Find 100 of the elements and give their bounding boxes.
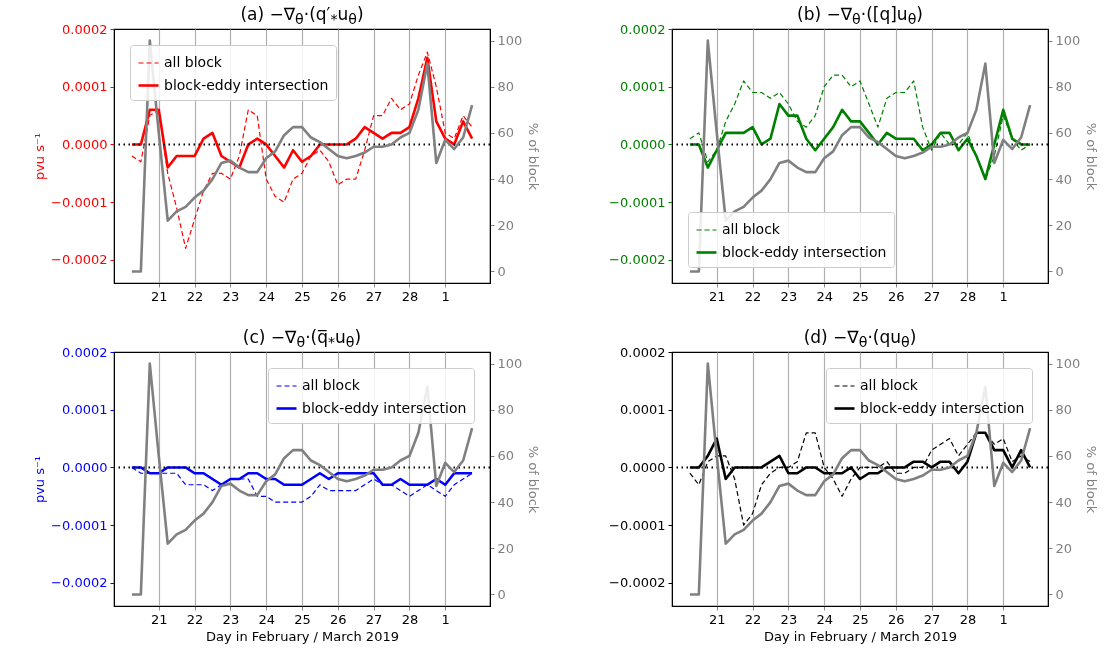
y-tick-label: −0.0001 (609, 194, 666, 210)
legend-label: all block (722, 221, 781, 237)
y-tick-label: 0.0001 (620, 402, 666, 418)
y-tick-label: −0.0001 (51, 517, 108, 533)
x-tick-label: 23 (222, 288, 240, 304)
line-series (688, 39, 1032, 273)
x-tick-label: 1 (999, 611, 1008, 627)
x-tick-label: 23 (780, 288, 798, 304)
y2-tick-label: 100 (1055, 356, 1081, 372)
x-axis-title: Day in February / March 2019 (206, 628, 399, 644)
y2-tick-label: 0 (1055, 586, 1064, 602)
x-tick-label: 22 (186, 611, 204, 627)
y2-tick-label: 60 (497, 448, 515, 464)
x-tick-label: 21 (150, 288, 168, 304)
y2-tick-label: 80 (497, 402, 515, 418)
line-series (131, 51, 473, 249)
x-tick-label: 21 (708, 611, 726, 627)
y-tick-label: 0.0000 (620, 459, 666, 475)
x-tick-label: 28 (959, 611, 977, 627)
x-tick-label: 1 (999, 288, 1008, 304)
legend-label: block-eddy intersection (722, 243, 887, 260)
legend-label: all block (164, 54, 223, 70)
y-tick-label: −0.0001 (609, 517, 666, 533)
y2-tick-label: 20 (497, 540, 515, 556)
chart-title: (c) −∇$_{θ}$·(q̅$_{*}$u$_{θ}$) (241, 327, 363, 351)
chart-title: (a) −∇$_{θ}$·(q′$_{*}$u$_{θ}$) (239, 4, 365, 28)
x-tick-label: 28 (959, 288, 977, 304)
x-tick-label: 24 (258, 288, 275, 304)
x-tick-label: 24 (816, 288, 833, 304)
x-tick-label: 25 (294, 288, 311, 304)
x-tick-label: 21 (708, 288, 726, 304)
x-tick-label: 28 (401, 288, 419, 304)
x-tick-label: 1 (441, 288, 450, 304)
y2-tick-label: 60 (1055, 125, 1073, 141)
x-tick-label: 24 (258, 611, 275, 627)
x-tick-label: 25 (294, 611, 311, 627)
y-tick-label: 0.0000 (620, 136, 666, 152)
y2-tick-label: 80 (497, 79, 515, 95)
y-tick-label: 0.0002 (62, 344, 108, 360)
legend-label: block-eddy intersection (302, 399, 467, 416)
y2-tick-label: 100 (1055, 33, 1081, 49)
y2-axis-title: % of block (526, 445, 542, 514)
y2-tick-label: 40 (1055, 171, 1073, 187)
y-tick-label: 0.0001 (62, 79, 108, 95)
y2-tick-label: 80 (1055, 402, 1073, 418)
x-axis-title: Day in February / March 2019 (764, 628, 957, 644)
legend-label: all block (302, 377, 361, 393)
legend-label: block-eddy intersection (164, 76, 329, 93)
x-tick-label: 24 (816, 611, 833, 627)
x-tick-label: 1 (441, 611, 450, 627)
y2-tick-label: 0 (497, 586, 506, 602)
y2-tick-label: 100 (497, 356, 523, 372)
x-tick-label: 26 (888, 611, 905, 627)
y-axis-title: pvu s⁻¹ (32, 132, 48, 181)
y2-tick-label: 40 (1055, 494, 1073, 510)
y2-axis-title: % of block (1084, 445, 1100, 514)
y2-tick-label: 60 (497, 125, 515, 141)
x-tick-label: 26 (330, 288, 347, 304)
y2-tick-label: 40 (497, 494, 515, 510)
y2-axis-title: % of block (526, 122, 542, 191)
legend-label: block-eddy intersection (860, 399, 1025, 416)
y2-tick-label: 60 (1055, 448, 1073, 464)
x-tick-label: 22 (186, 288, 204, 304)
x-tick-label: 27 (923, 611, 941, 627)
y-tick-label: −0.0002 (51, 575, 108, 591)
x-tick-label: 26 (330, 611, 347, 627)
y-tick-label: 0.0002 (620, 344, 666, 360)
y-tick-label: 0.0001 (620, 79, 666, 95)
y2-tick-label: 80 (1055, 79, 1073, 95)
legend-label: all block (860, 377, 919, 393)
x-tick-label: 22 (744, 288, 762, 304)
y2-tick-label: 0 (1055, 263, 1064, 279)
y-tick-label: −0.0002 (609, 575, 666, 591)
y-tick-label: 0.0000 (62, 136, 108, 152)
y-tick-label: 0.0002 (62, 21, 108, 37)
y-axis-title: pvu s⁻¹ (32, 455, 48, 504)
y-tick-label: 0.0002 (620, 21, 666, 37)
y2-tick-label: 20 (497, 217, 515, 233)
y2-tick-label: 0 (497, 263, 506, 279)
x-tick-label: 28 (401, 611, 419, 627)
line-series (130, 362, 474, 596)
x-tick-label: 27 (923, 288, 941, 304)
x-tick-label: 21 (150, 611, 168, 627)
chart-title: (b) −∇$_{θ}$·([q]u$_{θ}$) (796, 4, 924, 28)
y2-tick-label: 100 (497, 33, 523, 49)
x-tick-label: 27 (365, 288, 383, 304)
y-tick-label: −0.0002 (51, 252, 108, 268)
y2-tick-label: 20 (1055, 540, 1073, 556)
y2-axis-title: % of block (1084, 122, 1100, 191)
x-tick-label: 27 (365, 611, 383, 627)
y-tick-label: −0.0002 (609, 252, 666, 268)
x-tick-label: 25 (852, 288, 869, 304)
y2-tick-label: 40 (497, 171, 515, 187)
y-tick-label: 0.0001 (62, 402, 108, 418)
x-tick-label: 23 (222, 611, 240, 627)
x-tick-label: 22 (744, 611, 762, 627)
y2-tick-label: 20 (1055, 217, 1073, 233)
x-tick-label: 23 (780, 611, 798, 627)
chart-title: (d) −∇$_{θ}$·(qu$_{θ}$) (802, 327, 918, 351)
y-tick-label: −0.0001 (51, 194, 108, 210)
